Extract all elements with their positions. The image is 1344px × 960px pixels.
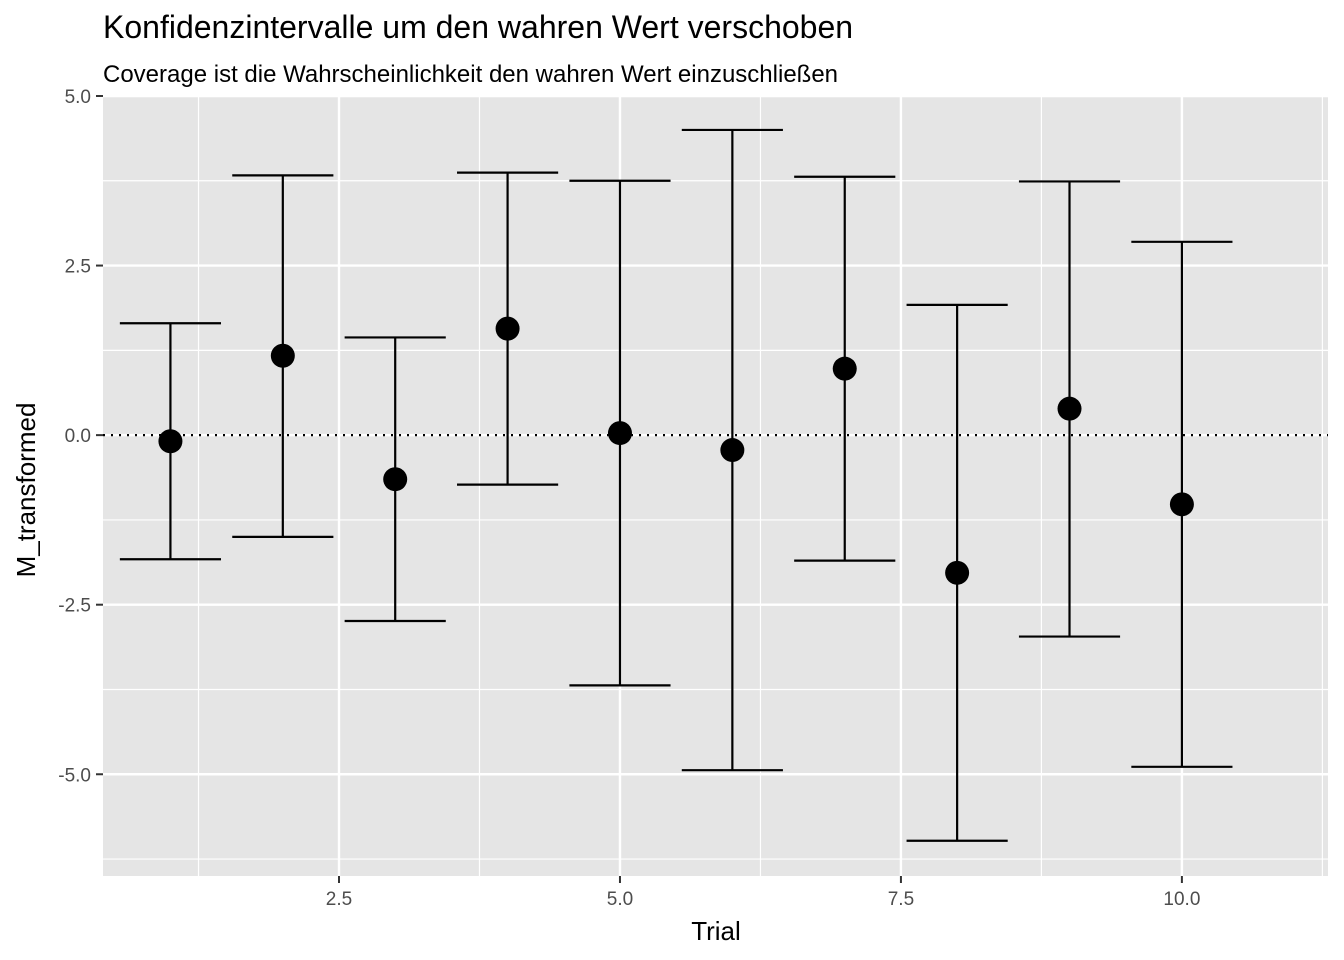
x-tick-label: 10.0 <box>1163 889 1200 910</box>
data-points <box>158 316 1194 585</box>
chart-title: Konfidenzintervalle um den wahren Wert v… <box>103 9 853 45</box>
data-point <box>383 467 408 492</box>
x-tick-label: 2.5 <box>326 889 352 910</box>
y-tick-label: 0.0 <box>65 426 91 447</box>
y-axis-title: M_transformed <box>11 403 41 578</box>
y-tick-label: -2.5 <box>58 596 91 617</box>
plot-panel <box>103 96 1328 876</box>
x-axis: 2.5 5.0 7.5 10.0 <box>326 876 1200 910</box>
x-tick-label: 7.5 <box>888 889 914 910</box>
x-axis-title: Trial <box>691 916 741 946</box>
data-point <box>720 438 745 463</box>
data-point <box>945 560 970 585</box>
data-point <box>607 421 632 446</box>
x-tick-label: 5.0 <box>607 889 633 910</box>
minor-gridlines <box>103 96 1328 876</box>
data-point <box>158 429 183 454</box>
chart-subtitle: Coverage ist die Wahrscheinlichkeit den … <box>103 61 838 88</box>
y-tick-label: -5.0 <box>58 765 91 786</box>
data-point <box>270 343 295 368</box>
y-tick-label: 5.0 <box>65 87 91 108</box>
data-point <box>1169 492 1194 517</box>
errorbars <box>119 128 1233 842</box>
y-axis: 5.0 2.5 0.0 -2.5 -5.0 <box>58 87 103 786</box>
data-point <box>832 356 857 381</box>
data-point <box>1057 396 1082 421</box>
y-tick-label: 2.5 <box>65 257 91 278</box>
data-point <box>495 316 520 341</box>
